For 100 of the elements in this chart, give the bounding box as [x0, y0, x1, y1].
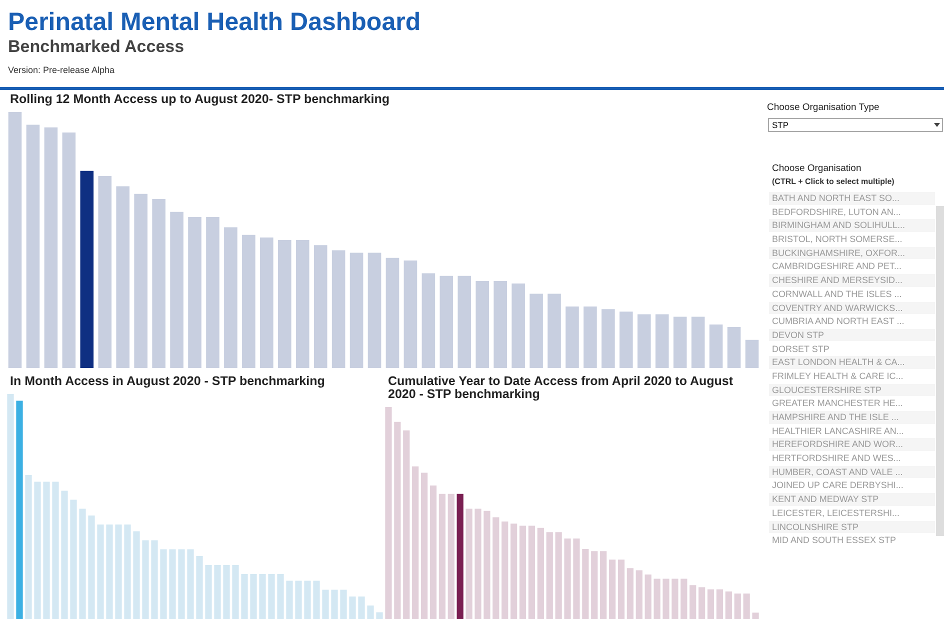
text: DORSET STP [771, 342, 830, 356]
chart-title: In Month Access in August 2020 - STP benchmarking [10, 374, 326, 388]
bar [403, 430, 410, 619]
bar [440, 276, 454, 368]
bar [187, 549, 194, 619]
bar [528, 526, 536, 619]
bar [638, 314, 651, 368]
bar [582, 549, 589, 619]
bar [260, 237, 274, 368]
bar [79, 508, 86, 619]
bar [26, 124, 40, 368]
text: COVENTRY AND WARWICKS... [769, 302, 935, 314]
bar [512, 284, 525, 368]
bar [52, 482, 59, 619]
bar [636, 570, 642, 619]
bar [564, 538, 571, 619]
bar [151, 540, 158, 619]
bar [286, 580, 293, 619]
bar [709, 324, 723, 368]
text: CAMBRIDGESHIRE AND PET... [771, 260, 903, 273]
bar [106, 524, 113, 619]
bar [322, 590, 329, 619]
bar [573, 538, 580, 619]
bar [314, 245, 328, 368]
bar [734, 594, 741, 619]
bar [654, 578, 660, 619]
text: HEALTHIER LANCASHIRE AN... [771, 424, 905, 438]
bar [680, 578, 688, 619]
bar [608, 560, 616, 619]
text: BUCKINGHAMSHIRE, OXFOR... [769, 246, 935, 260]
bar [70, 500, 77, 619]
bar [584, 306, 597, 368]
bar [376, 612, 383, 619]
bar [494, 280, 507, 368]
chart-title: Cumulative Year to Date Access from April 2020 to August 2020 - STP benchmarking [388, 374, 734, 401]
bar [242, 234, 256, 368]
bar [277, 574, 284, 619]
bar [134, 194, 148, 368]
bar [404, 260, 418, 368]
bar [97, 524, 104, 619]
bar [332, 250, 346, 368]
bar [618, 560, 625, 619]
text: BATH AND NORTH EAST SO... [769, 192, 935, 204]
bar [205, 565, 212, 619]
text: (CTRL + Click to select multiple) [772, 177, 894, 186]
bar [725, 591, 732, 619]
bar [626, 568, 634, 619]
bar [34, 482, 41, 619]
text: HUMBER, COAST AND VALE ... [769, 466, 935, 478]
text: LEICESTER, LEICESTERSHI... [771, 506, 901, 520]
bar [466, 508, 472, 619]
text: CUMBRIA AND NORTH EAST ... [771, 315, 906, 328]
bar [707, 589, 714, 619]
chart-title: Rolling 12 Month Access up to August 2020- STP benchmarking [10, 92, 390, 106]
bar [7, 394, 14, 619]
bar [206, 216, 220, 368]
text: Benchmarked Access [8, 37, 184, 57]
bar [250, 574, 257, 619]
text: GREATER MANCHESTER HE... [771, 397, 904, 410]
bar [224, 227, 238, 368]
bar [259, 574, 266, 619]
bar [178, 549, 185, 619]
bar [169, 549, 176, 619]
bar [620, 312, 633, 368]
bar [358, 596, 365, 619]
bar [420, 472, 428, 619]
bar [331, 590, 338, 619]
text: BRISTOL, NORTH SOMERSE... [771, 233, 904, 246]
bar [133, 531, 140, 619]
bar [672, 578, 678, 619]
text: FRIMLEY HEALTH & CARE IC... [771, 370, 904, 382]
text: DEVON STP [769, 328, 935, 342]
bar [304, 580, 311, 619]
text: Perinatal Mental Health Dashboard [8, 8, 421, 37]
bar [752, 612, 759, 619]
bar [546, 532, 553, 619]
bar [25, 475, 32, 619]
text: KENT AND MEDWAY STP [769, 493, 935, 506]
bar [673, 316, 687, 368]
bar [600, 551, 607, 619]
bar [62, 132, 76, 368]
text: MID AND SOUTH ESSEX STP [771, 534, 898, 547]
bar [340, 590, 347, 619]
bar [438, 494, 446, 619]
bar [698, 587, 706, 619]
bar [152, 199, 166, 368]
bar [278, 240, 292, 368]
bar [537, 528, 544, 619]
text: STP [772, 120, 789, 130]
bar [98, 176, 112, 368]
bar [662, 578, 670, 619]
bar [241, 574, 248, 619]
text: HEREFORDSHIRE AND WOR... [769, 438, 935, 451]
bar [591, 551, 598, 619]
bar [691, 316, 705, 368]
bar [160, 549, 167, 619]
bar [61, 490, 68, 619]
bar [716, 589, 724, 619]
text: Choose Organisation [772, 163, 862, 174]
bar [88, 516, 95, 619]
